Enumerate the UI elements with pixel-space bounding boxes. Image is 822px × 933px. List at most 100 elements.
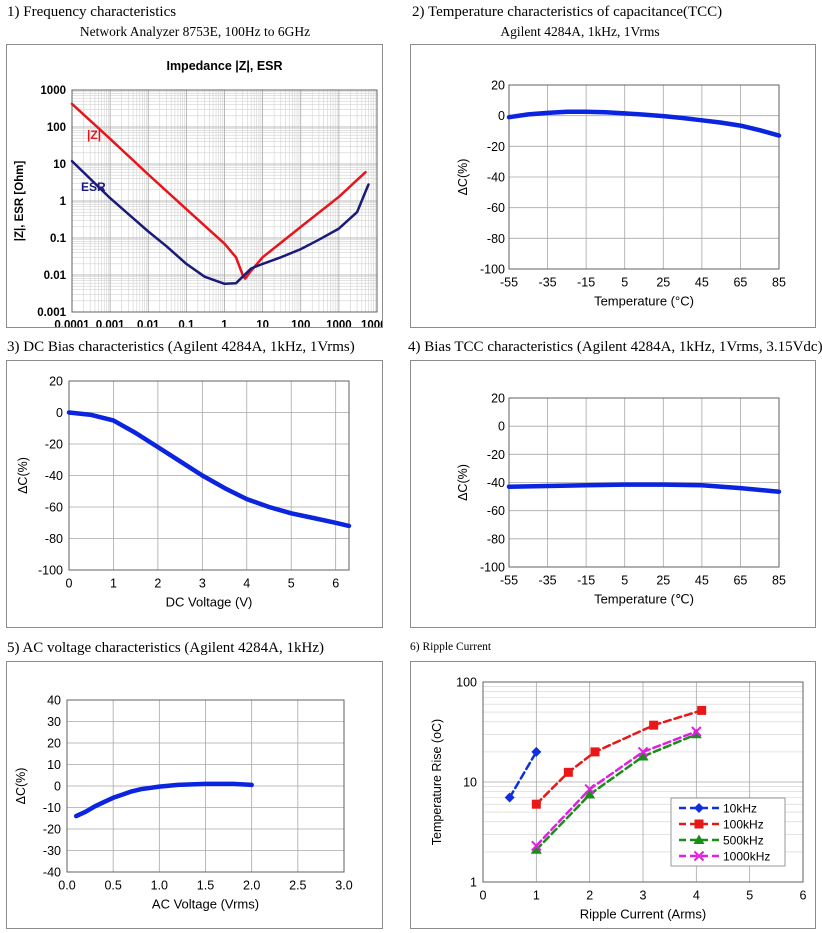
x-tick-label: 100 (291, 320, 310, 328)
series-line-0 (66, 410, 352, 529)
heading-ripple: 6) Ripple Current (410, 641, 492, 653)
series-line-500khz (535, 733, 698, 852)
y-tick-label: 1 (60, 196, 67, 208)
x-tick-label: 2 (154, 577, 161, 591)
x-tick-label: -15 (577, 276, 595, 290)
tcc-chart: -55 -35 -15 5 25 45 65 85 20 0 -20 -40 -60 -80 -100 Tem… (456, 79, 786, 309)
x-tick-label: 4 (243, 577, 250, 591)
y-tick-label: -80 (487, 532, 505, 546)
y-tick-label: -30 (43, 844, 61, 858)
y-tick-label: 10 (47, 758, 61, 772)
x-tick-label: 45 (695, 276, 709, 290)
heading-tcc: 2) Temperature characteristics of capaci… (412, 4, 723, 20)
x-tick-label: 0 (66, 577, 73, 591)
y-tick-label: 20 (491, 392, 505, 406)
x-tick-label: 2 (586, 889, 593, 903)
x-axis-label: Temperature (℃) (594, 592, 694, 607)
data-point-x (693, 850, 705, 862)
y-axis-label: ΔC(%) (14, 768, 28, 805)
x-tick-label: 2.5 (289, 879, 306, 893)
y-tick-label: -40 (43, 866, 61, 880)
y-tick-label: -80 (45, 532, 63, 546)
tcc-chart-panel: -55 -35 -15 5 25 45 65 85 20 0 -20 -40 -60 -80 -100 Tem… (410, 44, 816, 328)
y-tick-label: -60 (487, 201, 505, 215)
x-tick-label: -55 (500, 574, 518, 588)
data-point-triangle (637, 750, 649, 761)
x-tick-label: 0.5 (104, 879, 121, 893)
heading-dcbias: 3) DC Bias characteristics (Agilent 4284… (7, 339, 355, 355)
legend-label: 10kHz (723, 802, 757, 816)
subheading-frequency: Network Analyzer 8753E, 100Hz to 6GHz (79, 24, 311, 39)
y-axis-label: ΔC(%) (456, 464, 470, 501)
y-tick-label: -20 (45, 438, 63, 452)
x-tick-label: 1.5 (197, 879, 214, 893)
y-tick-label: -10 (43, 801, 61, 815)
biastcc-chart-panel: -55 -35 -15 5 25 45 65 85 20 0 -20 -40 -60 -80 -100 Tem… (410, 360, 816, 628)
data-point-triangle (693, 834, 705, 844)
data-point-square (694, 819, 704, 829)
y-tick-label: 1000 (40, 85, 66, 97)
x-tick-label: 0 (480, 889, 487, 903)
y-tick-label: -100 (480, 561, 505, 575)
data-point-square (563, 767, 573, 777)
y-tick-label: -60 (487, 504, 505, 518)
y-tick-label: -20 (43, 823, 61, 837)
data-point-x (637, 746, 649, 758)
data-point-triangle (530, 844, 542, 854)
series-line-0 (506, 109, 782, 138)
y-tick-label: 20 (491, 79, 505, 93)
x-tick-label: 10000 (361, 320, 382, 328)
plot-area (482, 681, 804, 883)
y-tick-label: 100 (47, 122, 66, 134)
legend-label: 1000kHz (723, 850, 770, 864)
plot-area (66, 699, 345, 873)
data-point-x (691, 726, 702, 737)
heading-acvoltage: 5) AC voltage characteristics (Agilent 4… (7, 640, 324, 656)
x-tick-label: 25 (656, 276, 670, 290)
y-axis-label: ΔC(%) (456, 159, 470, 196)
series-label-esr: ESR (81, 180, 106, 194)
plot-area (508, 84, 780, 270)
x-axis-label: DC Voltage (V) (166, 595, 253, 610)
y-tick-label: 0.001 (37, 307, 66, 319)
x-tick-label: 3 (199, 577, 206, 591)
heading-frequency: 1) Frequency characteristics (7, 4, 177, 20)
x-tick-label: -55 (500, 276, 518, 290)
x-tick-label: 6 (332, 577, 339, 591)
x-tick-label: 0.0001 (54, 320, 90, 328)
y-tick-label: 1 (470, 876, 477, 890)
y-tick-label: 0 (498, 109, 505, 123)
subheading-tcc: Agilent 4284A, 1kHz, 1Vrms (500, 24, 660, 39)
legend-label: 100kHz (723, 818, 764, 832)
acvoltage-chart-panel: 0.0 0.5 1.0 1.5 2.0 2.5 3.0 40 30 20 10 0 -10 -20 -30 -… (6, 661, 383, 929)
impedance-chart: 0.00010.0010.010.11101001000100000.0010.… (14, 59, 393, 351)
dcbias-chart: 0 1 2 3 4 5 6 20 0 -20 -40 -60 -80 -100 DC Voltage (V)… (16, 375, 352, 610)
series-line-100khz (535, 709, 703, 806)
y-tick-label: 0.01 (44, 270, 67, 282)
data-point-x (531, 840, 542, 852)
data-point-square (531, 799, 541, 809)
plot-area (68, 380, 350, 571)
acvoltage-chart: 0.0 0.5 1.0 1.5 2.0 2.5 3.0 40 30 20 10 0 -10 -20 -30 -… (14, 694, 353, 912)
x-tick-label: -15 (577, 574, 595, 588)
y-tick-label: -100 (38, 564, 63, 578)
x-tick-label: 6 (800, 889, 807, 903)
data-point-triangle (690, 728, 702, 739)
series-line-1000khz (535, 730, 698, 848)
x-tick-label: -35 (539, 574, 557, 588)
data-point-triangle (584, 788, 596, 799)
plot-area (508, 397, 780, 568)
x-axis-label: Ripple Current (Arms) (580, 907, 706, 922)
y-tick-label: -40 (487, 476, 505, 490)
y-tick-label: 20 (47, 737, 61, 751)
data-point-x (584, 783, 595, 795)
y-tick-label: -40 (45, 469, 63, 483)
series-line-0 (73, 781, 254, 819)
heading-biastcc: 4) Bias TCC characteristics (Agilent 428… (408, 339, 822, 355)
y-tick-label: 30 (47, 715, 61, 729)
y-tick-label: -20 (487, 448, 505, 462)
x-tick-label: 65 (733, 276, 747, 290)
data-point-diamond (694, 803, 704, 813)
y-axis-label: Temperature Rise (oC) (430, 719, 444, 845)
x-tick-label: 1 (221, 320, 228, 328)
